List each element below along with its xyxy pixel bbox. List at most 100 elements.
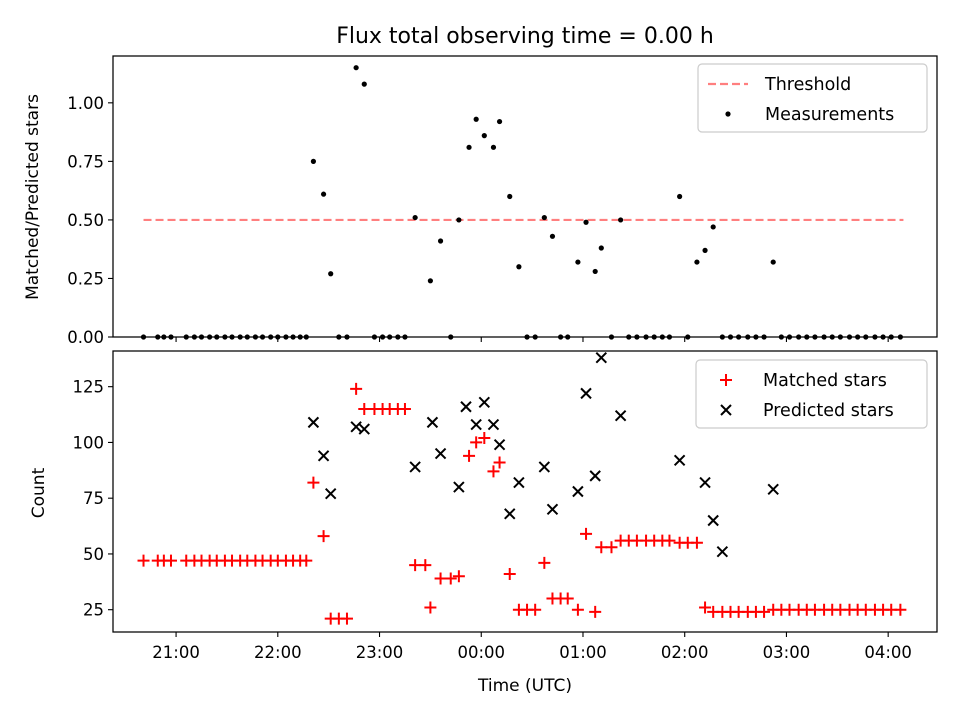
predicted-star-marker: [460, 401, 472, 413]
matched-star-marker: [307, 476, 320, 489]
measurement-point: [598, 245, 604, 251]
measurement-point: [507, 193, 513, 200]
measurement-point: [473, 116, 479, 122]
count-y-tick-label: 25: [83, 601, 104, 620]
measurement-point: [466, 144, 472, 150]
predicted-star-marker: [673, 454, 686, 466]
predicted-star-marker: [453, 481, 465, 493]
predicted-star-marker: [699, 476, 711, 489]
matched-star-marker: [470, 436, 483, 449]
legend-frame: [697, 63, 928, 133]
predicted-legend-label: Predicted stars: [763, 401, 894, 421]
x-tick-label: 21:00: [152, 643, 200, 662]
matched-legend-swatch: [720, 374, 732, 386]
matched-legend-label: Matched stars: [763, 371, 887, 391]
matched-star-marker: [580, 527, 593, 540]
predicted-star-marker: [504, 508, 516, 520]
measurement-point: [592, 268, 598, 275]
x-tick-label: 01:00: [559, 643, 607, 662]
measurement-point: [328, 271, 334, 277]
x-tick-label: 04:00: [864, 643, 912, 662]
measurement-point: [618, 217, 624, 223]
predicted-star-marker: [513, 476, 525, 489]
threshold-legend-label: Threshold: [764, 75, 851, 95]
x-tick-label: 02:00: [661, 643, 709, 662]
legend-frame: [695, 359, 928, 429]
predicted-star-marker: [589, 470, 601, 482]
predicted-star-marker: [324, 488, 337, 500]
predicted-star-marker: [595, 351, 608, 364]
predicted-star-marker: [350, 421, 362, 433]
measurement-point: [481, 133, 487, 139]
matched-star-marker: [444, 572, 457, 585]
predicted-star-marker: [707, 514, 719, 527]
matched-star-marker: [137, 554, 150, 567]
matched-star-marker: [409, 559, 422, 572]
matched-star-marker: [487, 465, 500, 478]
measurement-point: [541, 214, 547, 221]
measurements-legend-label: Measurements: [765, 105, 894, 125]
x-tick-label: 23:00: [356, 643, 404, 662]
matched-star-marker: [398, 402, 411, 415]
matched-star-marker: [463, 449, 476, 462]
measurement-point: [490, 144, 497, 150]
measurement-point: [583, 219, 589, 225]
x-tick-label: 03:00: [763, 643, 811, 662]
predicted-star-marker: [434, 447, 447, 460]
measurement-point: [320, 191, 327, 197]
predicted-star-marker: [716, 546, 729, 558]
predicted-star-marker: [426, 416, 439, 429]
count-legend: Matched stars Predicted stars: [695, 359, 928, 429]
measurement-point: [677, 193, 683, 200]
matched-star-marker: [529, 603, 542, 616]
measurement-point: [427, 278, 433, 284]
measurement-point: [456, 217, 462, 223]
predicted-star-marker: [470, 418, 482, 431]
measurement-point: [412, 214, 418, 221]
measurement-point: [353, 65, 359, 71]
count-y-axis-label: Count: [29, 467, 49, 518]
predicted-star-marker: [493, 438, 506, 451]
x-axis-label: Time (UTC): [477, 676, 572, 696]
predicted-star-marker: [767, 483, 779, 495]
matched-star-marker: [589, 605, 602, 618]
measurement-point: [710, 224, 716, 230]
matched-star-marker: [164, 554, 177, 567]
matched-star-marker: [434, 572, 447, 585]
x-tick-label: 22:00: [254, 643, 302, 662]
chart-title: Flux total observing time = 0.00 h: [336, 24, 714, 49]
count-plot-area: 25 50 75 100 125 21:00 22:00 23:00 00:00 01:00 02:…: [73, 351, 912, 662]
matched-star-marker: [493, 456, 506, 469]
predicted-star-marker: [409, 461, 421, 473]
matched-star-marker: [699, 601, 712, 614]
matched-star-marker: [663, 534, 676, 547]
matched-star-marker: [503, 568, 516, 581]
matched-star-marker: [571, 603, 584, 616]
measurement-point: [361, 81, 367, 87]
matched-star-marker: [424, 601, 437, 614]
matched-star-marker: [595, 541, 608, 554]
matched-star-marker: [605, 541, 618, 554]
matched-star-marker: [538, 556, 551, 569]
matched-star-marker: [340, 612, 353, 625]
count-y-tick-label: 75: [83, 489, 104, 508]
count-y-tick-label: 50: [83, 545, 104, 564]
count-axes-frame: [112, 350, 938, 633]
predicted-legend-swatch: [720, 404, 732, 416]
predicted-star-marker: [358, 423, 370, 435]
ratio-panel: Flux total observing time = 0.00 h Match…: [23, 24, 938, 347]
measurement-point: [496, 118, 503, 125]
predicted-star-marker: [572, 485, 584, 498]
predicted-star-marker: [317, 450, 330, 462]
ratio-y-tick-label: 0.25: [67, 269, 104, 288]
ratio-y-tick-label: 0.75: [67, 152, 104, 171]
matched-star-marker: [300, 554, 313, 567]
predicted-star-marker: [580, 387, 592, 400]
ratio-y-axis-label: Matched/Predicted stars: [23, 94, 43, 300]
measurement-point: [575, 259, 581, 265]
measurement-point: [516, 264, 522, 270]
matched-star-marker: [317, 530, 330, 543]
measurement-point: [437, 238, 444, 244]
